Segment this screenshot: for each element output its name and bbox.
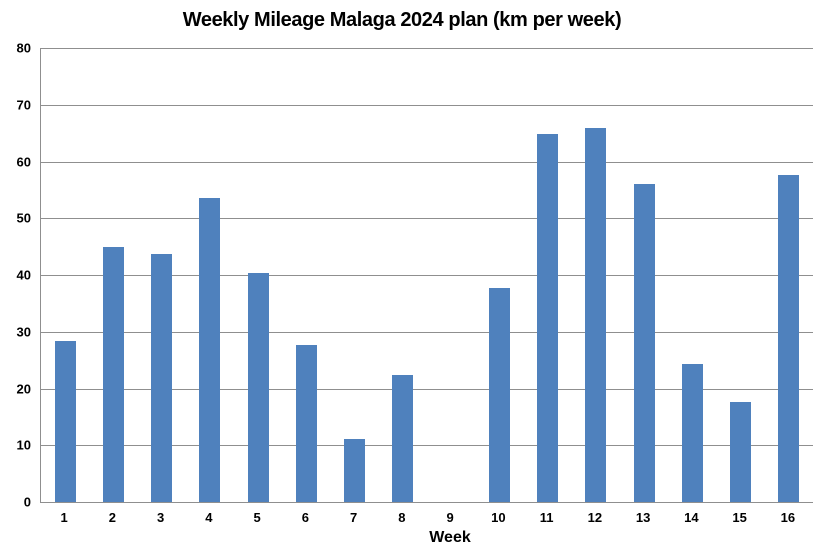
- bar-week-14: [681, 364, 703, 502]
- x-tick-label-8: 8: [398, 510, 406, 525]
- x-tick-label-16: 16: [780, 510, 796, 525]
- bar-week-7: [344, 439, 366, 502]
- bar-week-6: [295, 345, 317, 502]
- x-tick-label-9: 9: [446, 510, 454, 525]
- bar-slot-week-6: [282, 48, 330, 502]
- gridline-y-20: [41, 388, 813, 390]
- bar-slot-week-3: [138, 48, 186, 502]
- bar-slot-week-10: [475, 48, 523, 502]
- x-tick-label-13: 13: [635, 510, 651, 525]
- gridline-y-60: [41, 161, 813, 163]
- y-tick-label-70: 70: [16, 97, 31, 113]
- bar-slot-week-9: [427, 48, 475, 502]
- y-tick-label-20: 20: [16, 381, 31, 396]
- x-axis: 1 2 3 4 5 6 7 8 9 10 11 12 13 14 15 16: [40, 509, 812, 527]
- y-tick-label-60: 60: [16, 154, 31, 169]
- y-tick-label-40: 40: [16, 267, 31, 283]
- bar-slot-week-4: [186, 48, 234, 502]
- bar-week-16: [778, 174, 800, 502]
- gridline-y-70: [41, 104, 813, 106]
- bar-week-4: [199, 197, 221, 502]
- x-tick-label-3: 3: [157, 510, 165, 525]
- bar-slot-week-15: [717, 48, 765, 502]
- x-tick-label-12: 12: [587, 510, 603, 525]
- chart-title: Weekly Mileage Malaga 2024 plan (km per …: [182, 9, 622, 31]
- bar-slot-week-13: [620, 48, 668, 502]
- gridline-y-40: [41, 275, 813, 276]
- x-tick-label-11: 11: [539, 510, 554, 525]
- x-tick-label-2: 2: [108, 510, 116, 525]
- gridline-y-30: [41, 331, 813, 333]
- bar-slot-week-7: [331, 48, 379, 502]
- bar-week-3: [151, 254, 173, 502]
- bar-slot-week-5: [234, 48, 282, 502]
- bar-week-1: [54, 341, 76, 502]
- bar-week-8: [392, 374, 414, 502]
- x-tick-label-14: 14: [684, 510, 699, 525]
- bar-slot-week-1: [41, 48, 89, 502]
- plot-area: [40, 48, 813, 503]
- y-axis: 0 10 20 30 40 50 60 70 80: [0, 42, 31, 509]
- bar-week-5: [247, 272, 269, 502]
- bar-slot-week-2: [89, 48, 137, 502]
- y-tick-label-80: 80: [16, 40, 31, 56]
- bar-week-2: [102, 246, 124, 502]
- y-tick-label-10: 10: [16, 437, 31, 453]
- x-tick-label-6: 6: [301, 510, 309, 525]
- x-tick-label-7: 7: [350, 510, 358, 525]
- bar-slot-week-11: [524, 48, 572, 502]
- bar-week-15: [730, 402, 752, 502]
- x-tick-label-10: 10: [491, 510, 506, 525]
- bar-slot-week-12: [572, 48, 620, 502]
- bar-slot-week-14: [668, 48, 716, 502]
- bar-slot-week-16: [765, 48, 813, 502]
- gridline-y-50: [41, 218, 813, 220]
- gridline-y-80: [41, 48, 813, 49]
- bar-week-10: [488, 288, 510, 502]
- x-tick-label-4: 4: [205, 510, 213, 525]
- y-tick-label-50: 50: [16, 210, 31, 226]
- bar-week-13: [633, 184, 655, 502]
- bar-slot-week-8: [379, 48, 427, 502]
- bar-week-12: [585, 128, 607, 502]
- y-tick-label-0: 0: [23, 494, 31, 510]
- bar-week-11: [537, 134, 559, 502]
- x-tick-label-1: 1: [60, 510, 68, 525]
- x-tick-label-15: 15: [732, 510, 747, 525]
- y-tick-label-30: 30: [16, 324, 31, 340]
- x-axis-title: Week: [429, 529, 471, 546]
- x-tick-label-5: 5: [253, 510, 261, 525]
- gridline-y-10: [41, 445, 813, 447]
